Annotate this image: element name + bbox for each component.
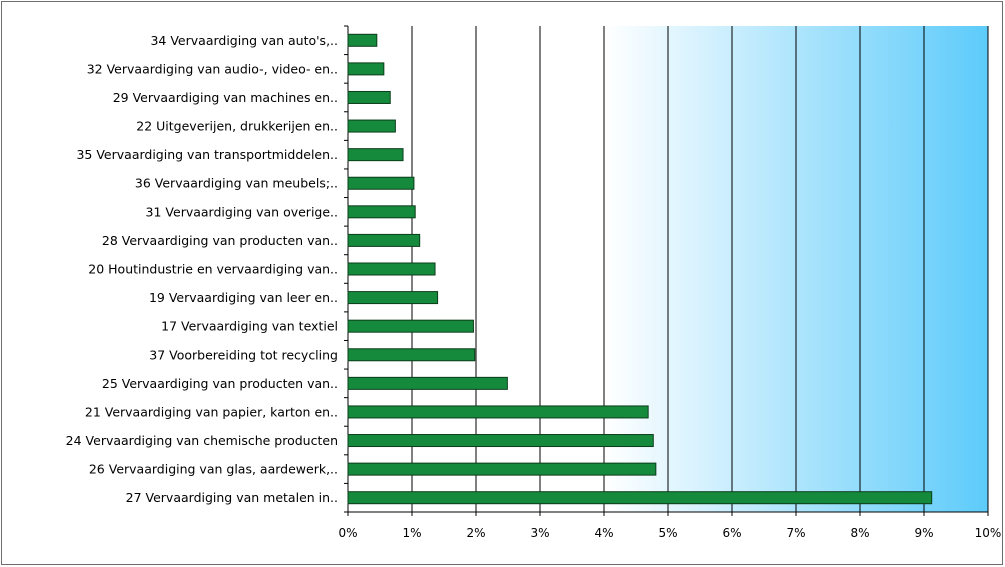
bar (347, 90, 391, 104)
x-tick-label: 4% (594, 526, 613, 540)
x-tick-label: 5% (658, 526, 677, 540)
x-tick-label: 8% (850, 526, 869, 540)
bar (347, 291, 439, 305)
bars (347, 33, 933, 505)
category-label: 24 Vervaardiging van chemische producten (66, 433, 338, 448)
bar (347, 462, 657, 476)
bar (347, 176, 415, 190)
bar (347, 348, 476, 362)
category-label: 26 Vervaardiging van glas, aardewerk,.. (89, 462, 338, 477)
bar (347, 319, 474, 333)
bar (347, 33, 378, 47)
x-tick-label: 1% (402, 526, 421, 540)
category-label: 17 Vervaardiging van textiel (161, 319, 338, 334)
category-label: 36 Vervaardiging van meubels;.. (135, 176, 338, 191)
x-tick-label: 9% (914, 526, 933, 540)
category-label: 37 Voorbereiding tot recycling (149, 347, 338, 362)
category-label: 19 Vervaardiging van leer en.. (149, 290, 338, 305)
category-label: 28 Vervaardiging van producten van.. (102, 233, 338, 248)
bar (347, 434, 654, 448)
bar (347, 405, 649, 419)
gridlines (411, 26, 989, 512)
category-label: 20 Houtindustrie en vervaardiging van.. (88, 262, 338, 277)
category-label: 27 Vervaardiging van metalen in.. (126, 490, 338, 505)
category-label: 29 Vervaardiging van machines en.. (113, 90, 338, 105)
category-labels: 34 Vervaardiging van auto's,.. 32 Vervaar… (66, 33, 338, 505)
bar (347, 491, 933, 505)
category-label: 31 Vervaardiging van overige.. (146, 204, 338, 219)
bar (347, 119, 396, 133)
bar (347, 205, 416, 219)
x-tick-label: 2% (466, 526, 485, 540)
x-tick-label: 10% (975, 526, 1002, 540)
bar (347, 262, 436, 276)
category-label: 25 Vervaardiging van producten van.. (102, 376, 338, 391)
x-tick-labels: 0% 1% 2% 3% 4% 5% 6% 7% 8% 9% 10% (338, 526, 1001, 540)
bar (347, 62, 385, 76)
category-label: 34 Vervaardiging van auto's,.. (150, 33, 338, 48)
bar (347, 376, 508, 390)
category-label: 21 Vervaardiging van papier, karton en.. (85, 404, 338, 419)
bar (347, 148, 404, 162)
category-label: 35 Vervaardiging van transportmiddelen.. (76, 147, 338, 162)
x-tick-label: 6% (722, 526, 741, 540)
category-label: 32 Vervaardiging van audio-, video- en.. (87, 61, 338, 76)
x-tick-label: 7% (786, 526, 805, 540)
x-tick-label: 0% (338, 526, 357, 540)
category-label: 22 Uitgeverijen, drukkerijen en.. (136, 119, 338, 134)
bar (347, 233, 421, 247)
x-tick-label: 3% (530, 526, 549, 540)
